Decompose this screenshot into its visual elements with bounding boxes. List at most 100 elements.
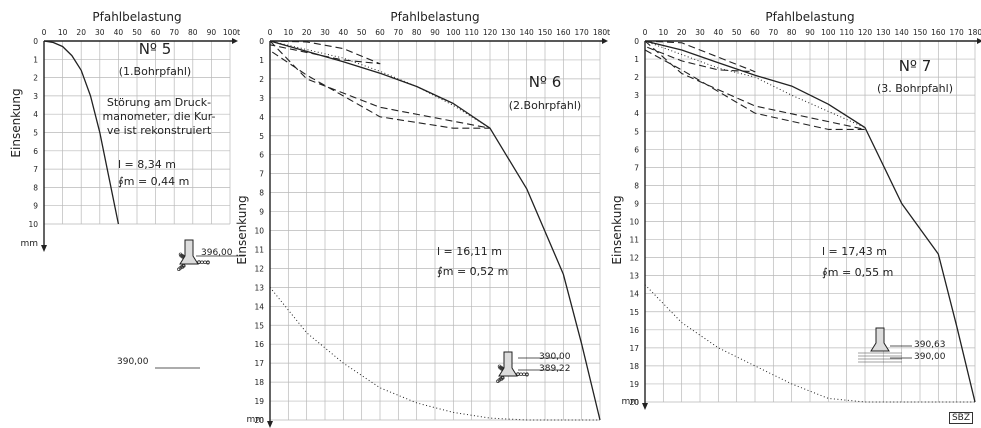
level-label-top: 390,63 bbox=[914, 340, 946, 350]
x-tick-label: 70 bbox=[169, 28, 179, 37]
x-axis-title: Pfahlbelastung bbox=[390, 10, 479, 24]
y-tick-label: 15 bbox=[629, 308, 639, 317]
x-unit-label: t bbox=[607, 28, 610, 37]
chart-panel-1: 0 10 20 30 40 50 60 70 80 90 100 0 1 2 3 4 5 6 7 8 9 10 t mm Pfa… bbox=[9, 10, 240, 252]
x-tick-label: 70 bbox=[394, 28, 404, 37]
x-tick-label: 100 bbox=[821, 28, 836, 37]
pile-length-label: l = 17,43 m bbox=[822, 245, 887, 258]
pile-shape bbox=[498, 351, 518, 377]
y-tick-label: 4 bbox=[634, 109, 639, 118]
x-tick-label: 20 bbox=[677, 28, 687, 37]
y-unit-label: mm bbox=[20, 239, 38, 249]
x-tick-label: 0 bbox=[643, 28, 648, 37]
y-tick-label: 18 bbox=[254, 378, 264, 387]
y-axis-title: Einsenkung bbox=[235, 195, 249, 264]
y-tick-label: 14 bbox=[254, 302, 264, 311]
y-tick-label: 9 bbox=[634, 199, 639, 208]
series-solid-line bbox=[644, 40, 976, 403]
gravel-dot bbox=[522, 372, 526, 376]
x-tick-label: 100 bbox=[446, 28, 461, 37]
pile-type-label: (3. Bohrpfahl) bbox=[877, 82, 953, 95]
x-tick-label: 170 bbox=[575, 28, 590, 37]
y-tick-label: 11 bbox=[629, 236, 639, 245]
y-tick-label: 11 bbox=[254, 245, 264, 254]
y-tick-label: 5 bbox=[259, 132, 264, 141]
x-tick-label: 10 bbox=[659, 28, 669, 37]
x-tick-label: 0 bbox=[268, 28, 273, 37]
y-tick-label: 12 bbox=[254, 264, 264, 273]
y-tick-label: 3 bbox=[33, 92, 38, 101]
y-tick-label: 5 bbox=[634, 127, 639, 136]
y-tick-label: 2 bbox=[33, 74, 38, 83]
y-tick-label: 8 bbox=[33, 183, 38, 192]
series-solid-line bbox=[43, 40, 120, 225]
y-tick-label: 19 bbox=[254, 397, 264, 406]
x-tick-label: 20 bbox=[302, 28, 312, 37]
gravel-dot bbox=[203, 260, 207, 264]
y-tick-label: 4 bbox=[259, 113, 264, 122]
level-label-bottom: 389,22 bbox=[539, 364, 571, 374]
x-tick-label: 30 bbox=[95, 28, 105, 37]
pile-diameter-label: ∮m = 0,44 m bbox=[118, 175, 190, 188]
y-tick-label: 5 bbox=[33, 129, 38, 138]
x-tick-label: 130 bbox=[876, 28, 891, 37]
series-dashed-line bbox=[644, 40, 756, 73]
x-tick-label: 90 bbox=[805, 28, 815, 37]
y-tick-label: 15 bbox=[254, 321, 264, 330]
x-tick-label: 60 bbox=[151, 28, 161, 37]
y-unit-label: mm bbox=[246, 415, 264, 425]
pile-length-label: l = 16,11 m bbox=[437, 245, 502, 258]
y-tick-label: 6 bbox=[259, 151, 264, 160]
x-tick-label: 140 bbox=[520, 28, 535, 37]
pile-diameter-label: ∮m = 0,55 m bbox=[822, 266, 894, 279]
x-tick-label: 140 bbox=[895, 28, 910, 37]
x-tick-label: 60 bbox=[750, 28, 760, 37]
x-tick-label: 10 bbox=[58, 28, 68, 37]
level-label-bottom: 390,00 bbox=[117, 357, 149, 367]
x-tick-label: 160 bbox=[556, 28, 571, 37]
y-tick-label: 8 bbox=[634, 181, 639, 190]
y-unit-label: mm bbox=[621, 397, 639, 407]
x-tick-label: 50 bbox=[357, 28, 367, 37]
y-tick-label: 10 bbox=[254, 227, 264, 236]
x-tick-label: 50 bbox=[132, 28, 142, 37]
y-tick-label: 10 bbox=[629, 218, 639, 227]
gravel-dot bbox=[197, 260, 201, 265]
y-axis-arrow bbox=[642, 403, 648, 410]
y-tick-label: 10 bbox=[28, 220, 38, 229]
level-label-bottom: 390,00 bbox=[914, 352, 946, 362]
x-axis-arrow bbox=[977, 38, 981, 44]
chart-note-line-2: manometer, die Kur- bbox=[102, 110, 216, 123]
pile-number-label: Nº 7 bbox=[898, 57, 932, 75]
pile-type-label: (1.Bohrpfahl) bbox=[118, 65, 192, 78]
y-axis-title: Einsenkung bbox=[610, 195, 624, 264]
y-tick-label: 20 bbox=[629, 398, 639, 407]
y-tick-label: 16 bbox=[629, 326, 639, 335]
pile-length-label: l = 8,34 m bbox=[118, 158, 176, 171]
x-tick-label: 10 bbox=[284, 28, 294, 37]
x-tick-label: 70 bbox=[769, 28, 779, 37]
pile-number-label: Nº 6 bbox=[528, 73, 562, 91]
y-tick-label: 9 bbox=[259, 208, 264, 217]
y-tick-label: 4 bbox=[33, 110, 38, 119]
y-tick-label: 13 bbox=[629, 272, 639, 281]
y-tick-label: 3 bbox=[634, 91, 639, 100]
x-unit-label: t bbox=[237, 28, 240, 37]
pile-sketch-1 bbox=[177, 239, 210, 271]
pile-sketch-3 bbox=[858, 327, 902, 363]
y-tick-label: 0 bbox=[259, 37, 264, 46]
y-tick-label: 0 bbox=[33, 37, 38, 46]
x-tick-label: 130 bbox=[501, 28, 516, 37]
x-tick-label: 170 bbox=[950, 28, 965, 37]
gravel-dot bbox=[516, 372, 520, 377]
y-tick-label: 13 bbox=[254, 283, 264, 292]
x-tick-label: 150 bbox=[913, 28, 928, 37]
y-tick-label: 7 bbox=[259, 170, 264, 179]
x-tick-label: 50 bbox=[732, 28, 742, 37]
y-tick-label: 8 bbox=[259, 189, 264, 198]
y-tick-label: 18 bbox=[629, 362, 639, 371]
y-tick-label: 17 bbox=[254, 359, 264, 368]
x-tick-label: 40 bbox=[339, 28, 349, 37]
series-dashed-line bbox=[269, 40, 381, 65]
publisher-credit: SBZ bbox=[948, 412, 973, 424]
